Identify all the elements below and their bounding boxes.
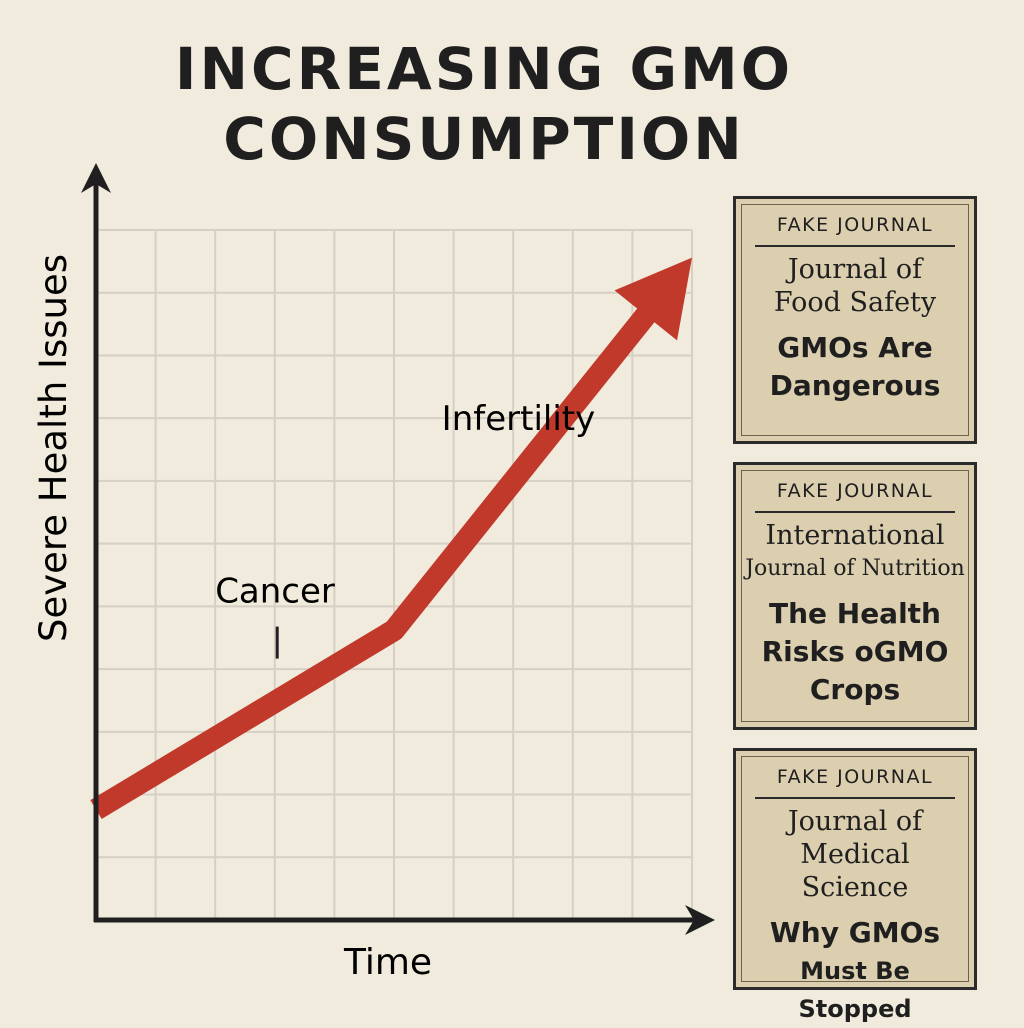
headline-line: Crops	[809, 673, 901, 706]
series-layer	[90, 257, 692, 820]
annotation-label: Infertility	[442, 399, 596, 439]
divider	[755, 511, 955, 513]
journal-name-line: Journal of	[787, 254, 923, 285]
journal-name-line: Food Safety	[773, 287, 937, 318]
annotation-layer: Cancer Infertility	[215, 399, 596, 659]
headline-line: GMOs Are	[777, 331, 933, 364]
headline-line: Dangerous	[769, 369, 941, 402]
series-arrowhead	[614, 257, 692, 341]
y-axis-label: Severe Health Issues	[32, 254, 75, 642]
chart-title: INCREASING GMO CONSUMPTION	[0, 34, 968, 174]
journal-card-2: FAKE JOURNAL International Journal of Nu…	[733, 462, 977, 730]
journal-name: Journal of Medical Science	[736, 805, 974, 904]
annotation-label: Cancer	[215, 572, 335, 612]
journal-tag: FAKE JOURNAL	[776, 480, 934, 502]
journal-headline: Why GMOs Must Be Stopped	[736, 914, 974, 1028]
journal-name: Journal of Food Safety	[736, 253, 974, 319]
headline-line: The Health	[768, 597, 941, 630]
journal-headline: GMOs Are Dangerous	[736, 329, 974, 405]
series-line	[90, 303, 659, 820]
headline-line: Risks oGMO	[761, 635, 949, 668]
title-line-2: CONSUMPTION	[223, 105, 745, 173]
journal-name-line: Medical Science	[800, 839, 910, 903]
journal-tag: FAKE JOURNAL	[776, 214, 934, 236]
chart-grid	[95, 229, 693, 921]
title-line-1: INCREASING GMO	[174, 35, 794, 103]
divider	[755, 797, 955, 799]
journal-name-line: Journal of	[787, 806, 923, 837]
divider	[755, 245, 955, 247]
journal-headline: The Health Risks oGMO Crops	[736, 595, 974, 709]
headline-line: Why GMOs	[769, 916, 941, 949]
journal-card-3: FAKE JOURNAL Journal of Medical Science …	[733, 748, 977, 1023]
journal-name-line: Journal of Nutrition	[745, 556, 965, 581]
journal-card-1: FAKE JOURNAL Journal of Food Safety GMOs…	[733, 196, 977, 444]
line-chart: Severe Health Issues Time Cancer Infertil…	[32, 163, 715, 983]
headline-line: Must Be Stopped	[798, 957, 912, 1023]
x-axis-label: Time	[343, 942, 432, 983]
journal-name: International Journal of Nutrition	[736, 519, 974, 585]
journal-tag: FAKE JOURNAL	[776, 766, 934, 788]
journal-name-line: International	[765, 520, 945, 551]
